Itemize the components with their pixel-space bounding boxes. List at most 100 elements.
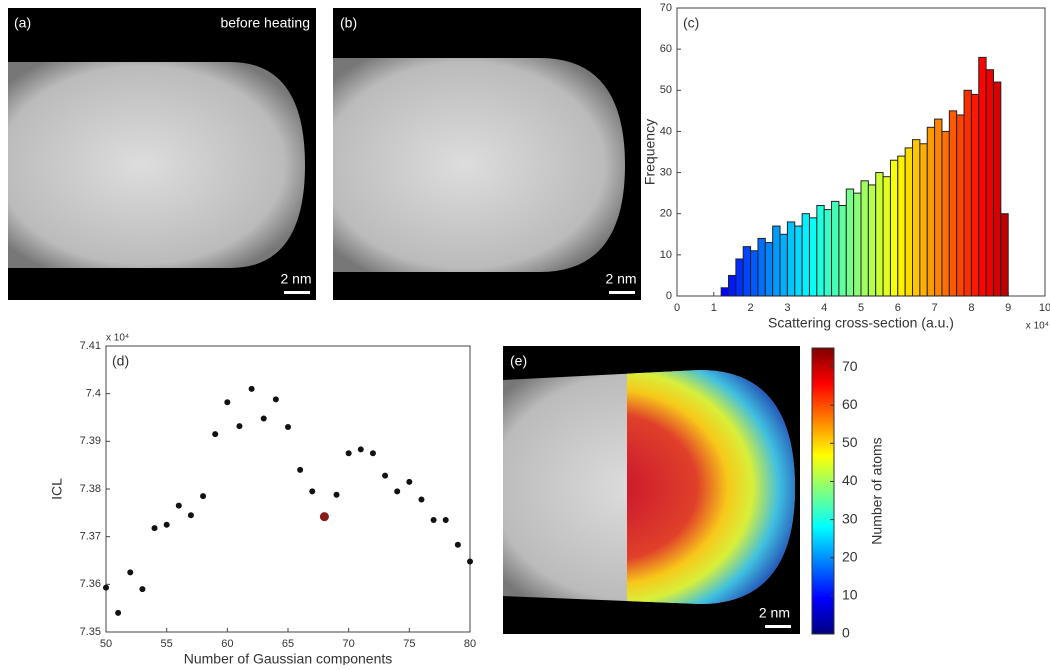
point — [418, 496, 425, 503]
y-tick-label: 7.4 — [86, 388, 101, 400]
y-tick-label: 70 — [660, 2, 672, 14]
x-tick-label: 4 — [821, 302, 827, 314]
atom-count-map — [627, 370, 795, 604]
bar — [970, 93, 980, 297]
y-tick-label: 50 — [660, 84, 672, 96]
point — [212, 431, 219, 438]
point — [151, 525, 158, 532]
x-tick-label: 5 — [858, 302, 864, 314]
bar — [882, 176, 891, 297]
point — [260, 415, 267, 422]
plot-area — [105, 345, 471, 633]
y-tick-label: 7.39 — [80, 435, 101, 447]
scale-bar-label: 2 nm — [605, 271, 636, 287]
x-tick-label: 10 — [1039, 302, 1050, 314]
bar — [860, 180, 869, 297]
x-tick-label: 65 — [282, 638, 294, 650]
bar — [808, 217, 818, 297]
colorbar-tick-label: 20 — [842, 548, 858, 564]
panel-label: (b) — [340, 15, 357, 31]
bar — [889, 159, 899, 297]
bar — [816, 204, 825, 297]
y-tick-label: 20 — [660, 208, 672, 220]
bar — [728, 274, 737, 297]
panel-label: (e) — [510, 353, 527, 369]
colorbar-title: Number of atoms — [869, 437, 885, 544]
x-tick-label: 0 — [674, 302, 680, 314]
highlight-point — [319, 512, 329, 522]
colorbar-tick-label: 40 — [842, 472, 858, 488]
bar — [720, 287, 730, 297]
x-tick-label: 55 — [161, 638, 173, 650]
x-tick-label: 60 — [221, 638, 233, 650]
bar — [904, 147, 914, 297]
point — [333, 491, 340, 498]
bar — [757, 237, 766, 297]
point — [224, 399, 231, 406]
bar — [875, 172, 884, 297]
point — [248, 385, 255, 392]
scale-bar — [284, 291, 310, 294]
bar — [823, 209, 833, 297]
panel-label: (d) — [112, 353, 129, 369]
point — [369, 450, 376, 457]
scale-bar — [765, 625, 791, 628]
point — [175, 502, 182, 509]
y-tick-label: 10 — [660, 249, 672, 261]
bar — [845, 188, 855, 297]
panel-label: (c) — [683, 15, 699, 31]
colorbar-tick-label: 0 — [842, 625, 850, 641]
point — [272, 396, 279, 403]
bar — [853, 192, 862, 297]
y-tick-label: 7.41 — [80, 340, 101, 352]
y-tick-label: 30 — [660, 166, 672, 178]
x-tick-label: 80 — [464, 638, 476, 650]
y-tick-label: 7.35 — [80, 626, 101, 638]
bar — [831, 200, 840, 297]
y-tick-label: 7.38 — [80, 483, 101, 495]
y-tick-label: 60 — [660, 43, 672, 55]
bar — [941, 130, 950, 297]
point — [382, 472, 389, 479]
bar — [912, 139, 921, 297]
y-tick-label: 7.36 — [80, 578, 101, 590]
point — [115, 609, 122, 616]
y-tick-label: 40 — [660, 125, 672, 137]
bar — [750, 250, 759, 297]
bar — [985, 69, 994, 297]
point — [187, 512, 194, 519]
point — [345, 450, 352, 457]
bar — [978, 56, 987, 297]
point — [103, 584, 109, 591]
y-multiplier: x 10⁴ — [106, 333, 129, 344]
bar — [764, 242, 774, 297]
bar — [897, 155, 906, 297]
bar — [948, 110, 958, 297]
nanorod — [333, 58, 625, 272]
panel-label: (a) — [14, 15, 31, 31]
colorbar-tick-label: 50 — [842, 434, 858, 450]
point — [285, 424, 291, 431]
bar — [772, 225, 781, 297]
y-tick-label: 7.37 — [80, 531, 101, 543]
point — [163, 521, 170, 528]
caption: before heating — [220, 15, 310, 31]
bar — [919, 143, 928, 297]
point — [139, 586, 146, 593]
colorbar — [811, 347, 835, 635]
x-tick-label: 3 — [784, 302, 790, 314]
x-tick-label: 75 — [403, 638, 415, 650]
x-tick-label: 7 — [932, 302, 938, 314]
colorbar-tick-label: 60 — [842, 396, 858, 412]
point — [430, 516, 437, 523]
bar — [742, 246, 752, 297]
colorbar-tick-label: 30 — [842, 510, 858, 526]
point — [467, 558, 473, 565]
scale-bar-label: 2 nm — [759, 605, 790, 621]
bar — [963, 89, 972, 297]
point — [297, 466, 304, 473]
bar — [794, 225, 803, 297]
y-tick-label: 0 — [666, 290, 672, 302]
point — [200, 493, 207, 500]
bar — [926, 126, 936, 297]
